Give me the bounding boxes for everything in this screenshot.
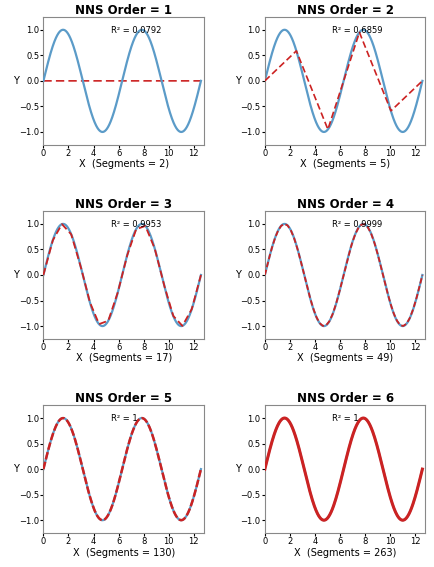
Title: NNS Order = 3: NNS Order = 3 <box>75 198 172 211</box>
Y-axis label: Y: Y <box>235 464 241 474</box>
Title: NNS Order = 1: NNS Order = 1 <box>75 4 172 17</box>
Y-axis label: Y: Y <box>235 76 241 86</box>
Title: NNS Order = 6: NNS Order = 6 <box>296 392 394 405</box>
Text: R² = 0.6859: R² = 0.6859 <box>332 26 383 35</box>
Title: NNS Order = 2: NNS Order = 2 <box>296 4 394 17</box>
Title: NNS Order = 4: NNS Order = 4 <box>296 198 394 211</box>
Y-axis label: Y: Y <box>13 76 19 86</box>
Text: R² = 0.0792: R² = 0.0792 <box>111 26 161 35</box>
X-axis label: X  (Segments = 49): X (Segments = 49) <box>297 353 393 363</box>
X-axis label: X  (Segments = 263): X (Segments = 263) <box>294 548 396 557</box>
Y-axis label: Y: Y <box>13 270 19 280</box>
Text: R² = 0.9953: R² = 0.9953 <box>111 220 161 229</box>
Text: R² = 1: R² = 1 <box>111 414 138 423</box>
X-axis label: X  (Segments = 130): X (Segments = 130) <box>72 548 175 557</box>
X-axis label: X  (Segments = 5): X (Segments = 5) <box>300 159 390 170</box>
Y-axis label: Y: Y <box>13 464 19 474</box>
Text: R² = 1: R² = 1 <box>332 414 359 423</box>
Text: R² = 0.9999: R² = 0.9999 <box>332 220 382 229</box>
Y-axis label: Y: Y <box>235 270 241 280</box>
X-axis label: X  (Segments = 2): X (Segments = 2) <box>79 159 169 170</box>
Title: NNS Order = 5: NNS Order = 5 <box>75 392 172 405</box>
X-axis label: X  (Segments = 17): X (Segments = 17) <box>76 353 172 363</box>
